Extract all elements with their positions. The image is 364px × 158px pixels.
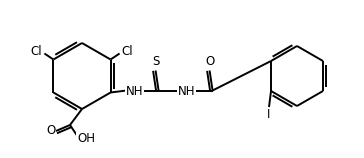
Text: O: O: [46, 125, 56, 137]
Text: S: S: [152, 55, 159, 68]
Text: Cl: Cl: [31, 45, 42, 58]
Text: O: O: [205, 55, 214, 68]
Text: Cl: Cl: [122, 45, 133, 58]
Text: NH: NH: [178, 85, 195, 98]
Text: OH: OH: [77, 133, 95, 146]
Text: I: I: [267, 109, 271, 122]
Text: NH: NH: [126, 85, 143, 98]
